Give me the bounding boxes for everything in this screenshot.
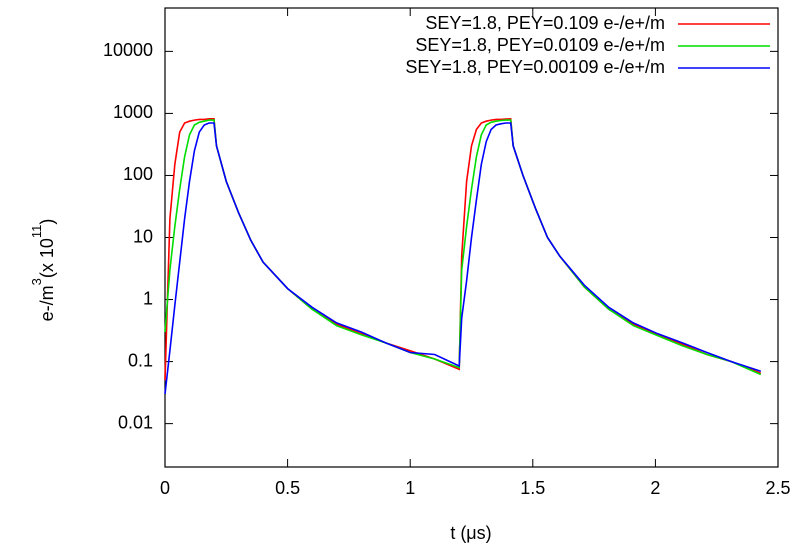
y-axis-label-exponent: 3 (29, 278, 44, 285)
y-axis-label-part: ) (37, 219, 57, 225)
line (164, 122, 762, 395)
y-tick-label: 100 (123, 164, 153, 184)
x-tick-label: 1.5 (520, 478, 545, 498)
y-tick-label: 0.01 (118, 412, 153, 432)
legend-label: SEY=1.8, PEY=0.109 e-/e+/m (425, 13, 665, 33)
legend-label: SEY=1.8, PEY=0.0109 e-/e+/m (415, 35, 665, 55)
y-tick-label: 1000 (113, 102, 153, 122)
y-axis-label-part: (x 10 (37, 238, 57, 278)
x-tick-label: 0.5 (275, 478, 300, 498)
y-tick-label: 1 (143, 288, 153, 308)
y-tick-label: 10000 (103, 40, 153, 60)
x-axis-label: t (μs) (450, 523, 491, 543)
x-tick-label: 2 (650, 478, 660, 498)
y-tick-label: 10 (133, 226, 153, 246)
x-tick-label: 0 (160, 478, 170, 498)
y-tick-label: 0.1 (128, 350, 153, 370)
y-axis-label-exponent: 11 (29, 225, 44, 239)
x-tick-label: 2.5 (765, 478, 790, 498)
y-axis-label-part: e-/m (37, 285, 57, 321)
x-tick-label: 1 (405, 478, 415, 498)
legend-label: SEY=1.8, PEY=0.00109 e-/e+/m (405, 57, 665, 77)
y-axis-label: e-/m3(x 1011) (29, 219, 56, 322)
